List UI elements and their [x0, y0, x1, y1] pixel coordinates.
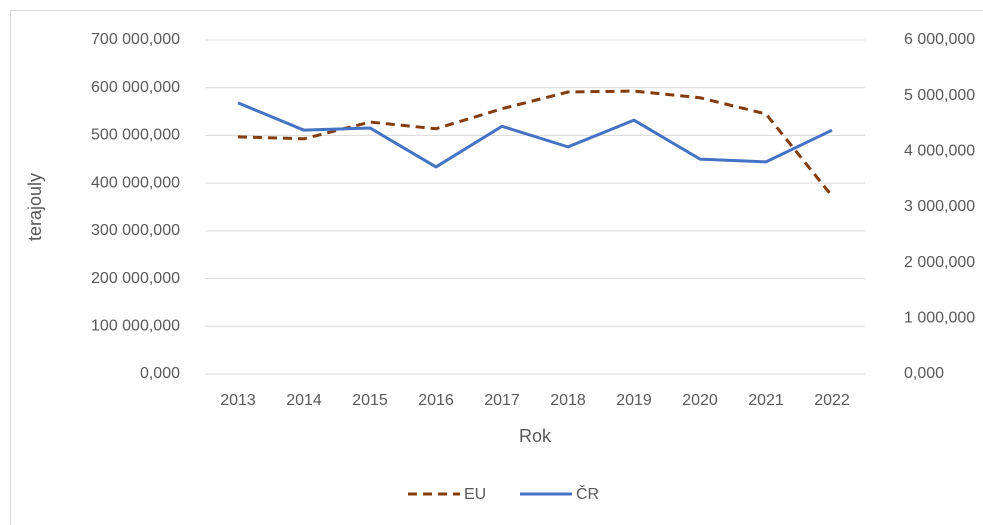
y2-tick-label: 2 000,000	[904, 254, 975, 271]
x-tick-label: 2022	[814, 392, 850, 409]
y-tick-label: 0,000	[140, 365, 180, 382]
y-tick-label: 400 000,000	[91, 174, 180, 191]
y-tick-label: 300 000,000	[91, 222, 180, 239]
y2-tick-label: 6 000,000	[904, 31, 975, 48]
y-tick-label: 200 000,000	[91, 270, 180, 287]
y2-tick-label: 0,000	[904, 365, 944, 382]
y2-tick-label: 3 000,000	[904, 198, 975, 215]
y2-tick-label: 4 000,000	[904, 143, 975, 160]
x-tick-label: 2020	[682, 392, 718, 409]
x-tick-label: 2013	[220, 392, 256, 409]
y-tick-label: 700 000,000	[91, 31, 180, 48]
series-line	[237, 101, 833, 169]
y2-tick-label: 1 000,000	[904, 310, 975, 327]
legend-label: ČR	[576, 484, 599, 503]
y-axis-label: terajouly	[25, 173, 45, 241]
x-tick-label: 2017	[484, 392, 520, 409]
y-tick-label: 600 000,000	[91, 79, 180, 96]
x-tick-label: 2014	[286, 392, 322, 409]
series-line	[237, 89, 834, 197]
y-tick-label: 100 000,000	[91, 318, 180, 335]
chart-border	[10, 10, 983, 525]
legend-label: EU	[464, 486, 486, 503]
y2-tick-label: 5 000,000	[904, 87, 975, 104]
x-tick-label: 2015	[352, 392, 388, 409]
x-axis-label: Rok	[519, 426, 552, 446]
y-tick-label: 500 000,000	[91, 127, 180, 144]
x-tick-label: 2021	[748, 392, 784, 409]
x-tick-label: 2018	[550, 392, 586, 409]
x-tick-label: 2019	[616, 392, 652, 409]
x-tick-label: 2016	[418, 392, 454, 409]
